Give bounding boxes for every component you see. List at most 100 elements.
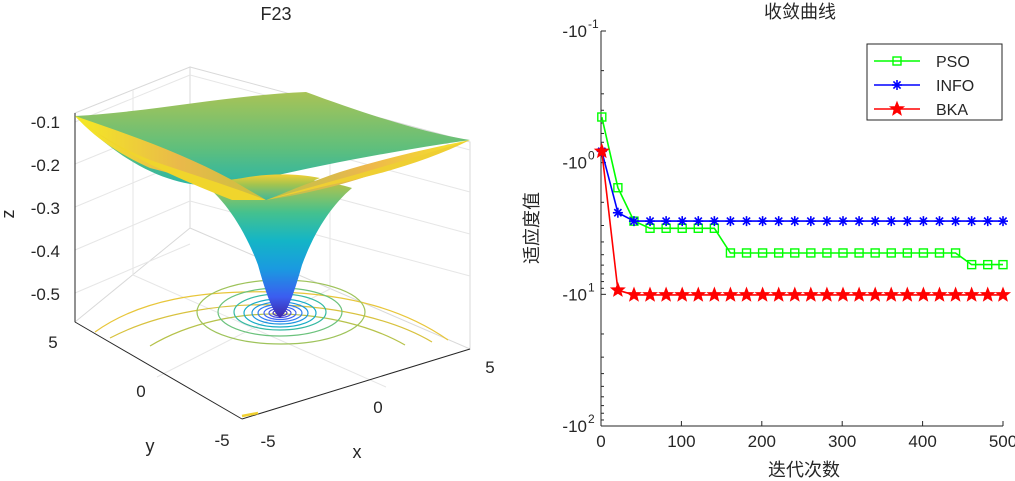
data-point [593,142,610,159]
convergence-y-label: 适应度值 [522,192,543,264]
z-tick-label: -0.2 [31,156,60,175]
data-point [706,286,723,302]
data-point [818,286,835,302]
surface-plot: F23 -0.1 -0.2 -0.3 -0.4 -0.5 z 5 0 -5 y … [0,4,495,462]
data-point [773,248,784,258]
z-tick-label: -0.5 [31,285,60,304]
data-point [741,216,752,227]
y-axis-label: y [146,436,155,456]
data-point [983,259,993,270]
x-tick-label: 0 [596,432,605,451]
x-tick-label: 5 [485,358,494,377]
data-point [915,286,932,302]
y-tick-exponent: 0 [588,149,595,163]
convergence-title: 收敛曲线 [764,2,836,23]
convergence-series [593,112,1012,302]
legend-label: PSO [936,54,970,71]
data-point [886,248,896,258]
x-ticks: -5 0 5 [260,358,494,451]
data-point [802,286,819,302]
data-point [642,286,659,302]
data-point [805,216,816,227]
data-point [963,286,980,302]
surface [75,92,470,318]
data-point [838,248,848,258]
x-tick-label: 0 [373,398,382,417]
data-point [612,207,623,218]
data-point [822,248,832,258]
convergence-ticks: 0 100 200 300 400 500-10 -1-10 0-10 1-10 2 [562,17,1015,451]
data-point [886,216,897,227]
x-tick-label: 300 [828,432,856,451]
data-point [806,248,816,258]
data-point [966,216,977,227]
data-point [998,259,1008,270]
y-tick-label: -10 [562,417,587,436]
y-tick-label: -10 [562,154,587,173]
series-bka [593,142,1012,302]
series-line [601,116,1003,266]
data-point [625,286,642,302]
data-point [786,286,803,302]
series-pso [597,112,1008,270]
data-point [709,216,720,227]
data-point [722,286,739,302]
data-point [790,248,800,258]
x-tick-label: 100 [667,432,695,451]
convergence-x-label: 迭代次数 [768,460,840,481]
y-tick-label: -5 [214,431,229,450]
data-point [674,286,691,302]
data-point [834,286,852,302]
data-point [892,80,902,90]
data-point [870,216,881,227]
data-point [950,216,961,227]
y-tick-exponent: -1 [588,17,599,31]
data-point [757,216,768,227]
x-tick-label: 500 [989,432,1015,451]
surface-title: F23 [260,4,291,24]
data-point [757,248,768,258]
data-point [934,216,945,227]
data-point [867,286,884,302]
convergence-plot: 收敛曲线 迭代次数 适应度值 0 100 200 300 400 500-10 -1-10 0… [522,2,1015,481]
x-tick-label: -5 [260,432,275,451]
data-point [966,259,977,270]
data-point [902,216,913,227]
data-point [854,248,864,258]
data-point [597,112,607,122]
legend-label: INFO [936,78,974,95]
data-point [902,248,913,258]
data-point [934,248,945,258]
x-axis-label: x [353,442,362,462]
legend: PSO INFO BKA [866,43,1003,121]
z-tick-label: -0.3 [31,199,60,218]
data-point [854,216,865,227]
z-tick-label: -0.4 [31,242,60,261]
z-axis-label: z [0,210,18,219]
data-point [892,56,902,66]
data-point [883,286,900,302]
data-point [931,286,948,302]
data-point [754,286,771,302]
y-ticks: 5 0 -5 [48,333,229,450]
data-point [741,248,752,258]
data-point [950,248,961,258]
data-point [773,216,784,227]
data-point [628,216,639,227]
data-point [658,286,675,302]
z-tick-label: -0.1 [31,113,60,132]
data-point [918,216,929,227]
data-point [693,216,704,227]
data-point [982,216,993,227]
data-point [838,216,849,227]
data-point [789,216,800,227]
data-point [998,216,1008,227]
y-tick-label: -10 [562,285,587,304]
data-point [821,216,832,227]
data-point [870,248,880,258]
y-tick-exponent: 2 [588,412,595,426]
legend-label: BKA [936,102,968,119]
data-point [738,286,755,302]
data-point [888,100,906,116]
data-point [645,216,656,227]
